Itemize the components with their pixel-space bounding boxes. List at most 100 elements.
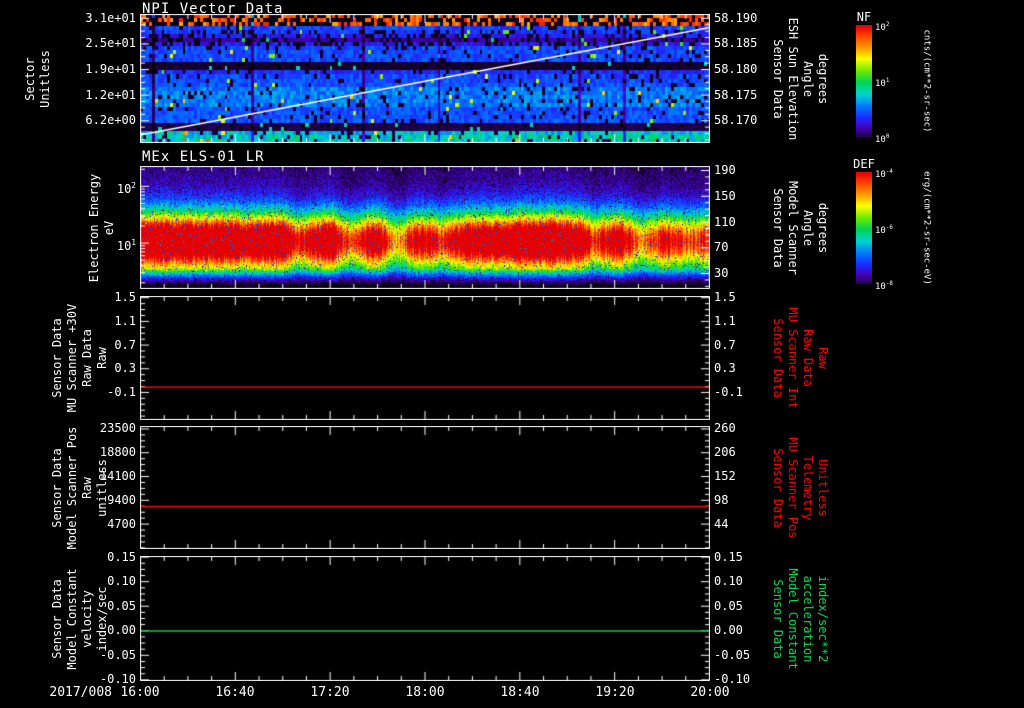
- y-axis-label-sector: Sector Unitless: [20, 14, 56, 143]
- y-tick-label: 1.5: [114, 290, 136, 304]
- colorbar-name-def: DEF: [853, 157, 875, 171]
- y-tick-label: 3.1e+01: [85, 11, 136, 25]
- y2-tick-label: 0.15: [714, 550, 743, 564]
- y2-tick-label: 58.190: [714, 11, 758, 25]
- x-tick-label: 16:40: [215, 685, 255, 700]
- y-tick-label: 18800: [99, 445, 136, 459]
- axis-label-line: Angle: [801, 60, 815, 97]
- axis-label-line: ESH Sun Elevation: [786, 17, 800, 140]
- axis-label-line: Raw: [80, 476, 94, 499]
- y-tick-label: 102: [116, 181, 136, 196]
- y2-axis-label-mu-scanner-int: Sensor Data MU Scanner Int Raw Data Raw: [766, 296, 834, 420]
- y-tick-label: -0.1: [107, 385, 136, 399]
- y-tick-label: 0.7: [114, 338, 136, 352]
- y2-tick-label: 0.3: [714, 361, 736, 375]
- axis-label-line: Unitless: [816, 458, 830, 517]
- axis-label-line: MU Scanner Pos: [786, 436, 800, 539]
- y2-tick-label: 44: [714, 517, 729, 531]
- y-tick-label: 0.00: [107, 623, 136, 637]
- axis-label-line: acceleration: [801, 575, 815, 662]
- axis-label-line: cnts/(cm**2-sr-sec): [921, 29, 932, 133]
- axis-label-line: Sensor Data: [771, 447, 785, 528]
- axis-label-line: Sensor Data: [771, 38, 785, 119]
- y-tick-label: 4700: [107, 517, 136, 531]
- y2-tick-label: -0.05: [714, 648, 751, 662]
- y-tick-label: 1.1: [114, 314, 136, 328]
- y2-tick-label: 260: [714, 421, 736, 435]
- y-tick-label: -0.05: [99, 648, 136, 662]
- y2-tick-label: -0.1: [714, 385, 743, 399]
- y-tick-label: 14100: [99, 469, 136, 483]
- y2-tick-label: -0.10: [714, 672, 751, 686]
- y2-tick-label: 0.05: [714, 599, 743, 613]
- y2-tick-label: 70: [714, 240, 729, 254]
- y2-tick-label: 150: [714, 189, 736, 203]
- axis-label-line: MU Scanner Int: [786, 307, 800, 409]
- y-tick-label: 9400: [107, 493, 136, 507]
- y-tick-label: 0.3: [114, 361, 136, 375]
- axis-label-line: erg/(cm**2-sr-sec-eV): [921, 171, 932, 285]
- mu-scanner-30v-panel-canvas: [140, 296, 710, 420]
- axis-label-line: Raw Data: [801, 329, 815, 387]
- axis-label-line: Sensor Data: [771, 578, 785, 659]
- x-tick-label: 16:00: [120, 685, 160, 700]
- axis-label-line: Model Scanner Pos: [65, 426, 79, 549]
- axis-label-line: Unitless: [38, 49, 52, 108]
- y2-tick-label: 110: [714, 215, 736, 229]
- y2-tick-label: 0.10: [714, 574, 743, 588]
- colorbar-tick-label: 10-6: [875, 225, 893, 236]
- x-tick-label: 18:40: [500, 685, 540, 700]
- y-tick-label: -0.10: [99, 672, 136, 686]
- def-colorbar: [856, 172, 872, 284]
- axis-label-line: index/sec**2: [816, 575, 830, 662]
- axis-label-line: Telemetry: [801, 454, 815, 521]
- y-tick-label: 23500: [99, 421, 136, 435]
- y2-tick-label: 1.5: [714, 290, 736, 304]
- axis-label-line: Sensor Data: [771, 318, 785, 398]
- x-tick-label: 19:20: [595, 685, 635, 700]
- y2-tick-label: 0.00: [714, 623, 743, 637]
- axis-label-line: degrees: [816, 202, 830, 253]
- colorbar-tick-label: 101: [875, 78, 890, 89]
- y2-axis-label-scanner-angle: Sensor Data Model Scanner Angle degrees: [766, 166, 834, 289]
- y-tick-label: 2.5e+01: [85, 36, 136, 50]
- y2-axis-label-mu-scanner-pos: Sensor Data MU Scanner Pos Telemetry Unitle…: [766, 426, 834, 549]
- axis-label-line: Model Constant: [786, 567, 800, 670]
- y2-tick-label: 58.175: [714, 88, 758, 102]
- y-tick-label: 0.10: [107, 574, 136, 588]
- nf-colorbar: [856, 25, 872, 137]
- scanner-pos-panel-canvas: [140, 426, 710, 549]
- y-tick-label: 1.2e+01: [85, 88, 136, 102]
- y2-axis-label-sun-elevation: Sensor Data ESH Sun Elevation Angle degrees: [766, 14, 834, 143]
- y2-tick-label: 30: [714, 266, 729, 280]
- y2-tick-label: 58.185: [714, 36, 758, 50]
- els-spectrogram-canvas: [140, 166, 710, 289]
- y2-tick-label: 190: [714, 163, 736, 177]
- y-tick-label: 101: [116, 238, 136, 253]
- colorbar-tick-label: 100: [875, 134, 890, 145]
- y2-tick-label: 58.180: [714, 62, 758, 76]
- axis-label-line: Angle: [801, 209, 815, 246]
- y-tick-label: 0.15: [107, 550, 136, 564]
- y2-tick-label: 1.1: [714, 314, 736, 328]
- panel-title-els: MEx ELS-01 LR: [142, 149, 265, 165]
- y-tick-label: 6.2e+00: [85, 113, 136, 127]
- axis-label-line: Raw: [816, 347, 830, 369]
- axis-label-line: Model Scanner: [786, 180, 800, 275]
- y2-tick-label: 0.7: [714, 338, 736, 352]
- colorbar-tick-label: 10-8: [875, 281, 893, 292]
- x-tick-label: 20:00: [690, 685, 730, 700]
- x-tick-label: 17:20: [310, 685, 350, 700]
- axis-label-line: Sensor Data: [771, 187, 785, 268]
- colorbar-name-nf: NF: [856, 10, 872, 24]
- panel-title-npi: NPI Vector Data: [142, 1, 284, 17]
- y2-axis-label-acceleration: Sensor Data Model Constant acceleration ind…: [766, 556, 834, 681]
- y2-tick-label: 152: [714, 469, 736, 483]
- model-constant-panel-canvas: [140, 556, 710, 681]
- y-tick-label: 0.05: [107, 599, 136, 613]
- axis-label-line: Sector: [23, 56, 37, 101]
- y-tick-label: 1.9e+01: [85, 62, 136, 76]
- x-axis-date-label: 2017/008: [49, 685, 112, 700]
- colorbar-tick-label: 10-4: [875, 169, 893, 180]
